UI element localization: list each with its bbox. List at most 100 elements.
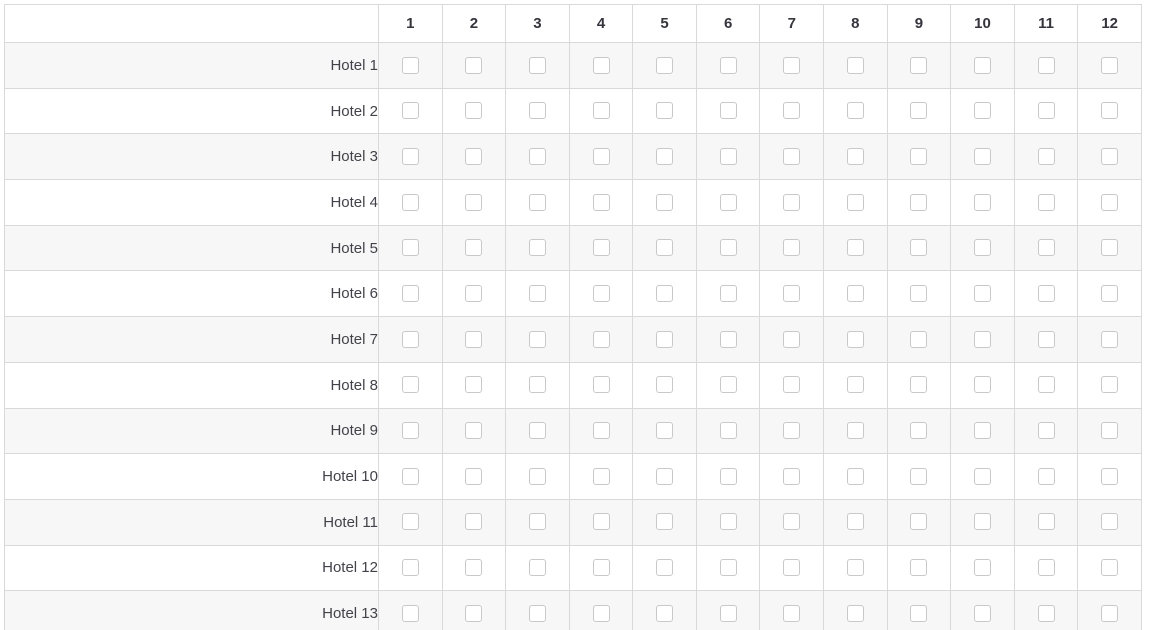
checkbox[interactable]: [465, 422, 483, 440]
checkbox[interactable]: [846, 422, 864, 440]
checkbox[interactable]: [465, 559, 483, 577]
checkbox[interactable]: [783, 193, 801, 211]
checkbox[interactable]: [783, 285, 801, 303]
checkbox[interactable]: [783, 56, 801, 74]
checkbox[interactable]: [973, 239, 991, 257]
checkbox[interactable]: [973, 604, 991, 622]
checkbox[interactable]: [910, 102, 928, 120]
checkbox[interactable]: [1037, 285, 1055, 303]
checkbox[interactable]: [528, 467, 546, 485]
checkbox[interactable]: [719, 330, 737, 348]
checkbox[interactable]: [1037, 604, 1055, 622]
checkbox[interactable]: [401, 513, 419, 531]
checkbox[interactable]: [1101, 147, 1119, 165]
checkbox[interactable]: [401, 467, 419, 485]
checkbox[interactable]: [1037, 102, 1055, 120]
checkbox[interactable]: [1101, 376, 1119, 394]
checkbox[interactable]: [719, 467, 737, 485]
checkbox[interactable]: [846, 559, 864, 577]
checkbox[interactable]: [1101, 56, 1119, 74]
checkbox[interactable]: [910, 147, 928, 165]
checkbox[interactable]: [592, 559, 610, 577]
checkbox[interactable]: [465, 239, 483, 257]
checkbox[interactable]: [592, 56, 610, 74]
checkbox[interactable]: [1101, 422, 1119, 440]
checkbox[interactable]: [465, 102, 483, 120]
checkbox[interactable]: [401, 604, 419, 622]
checkbox[interactable]: [528, 513, 546, 531]
checkbox[interactable]: [528, 56, 546, 74]
checkbox[interactable]: [910, 559, 928, 577]
checkbox[interactable]: [783, 467, 801, 485]
checkbox[interactable]: [846, 147, 864, 165]
checkbox[interactable]: [719, 513, 737, 531]
checkbox[interactable]: [910, 513, 928, 531]
checkbox[interactable]: [1037, 559, 1055, 577]
checkbox[interactable]: [592, 422, 610, 440]
checkbox[interactable]: [910, 467, 928, 485]
checkbox[interactable]: [401, 193, 419, 211]
checkbox[interactable]: [656, 376, 674, 394]
checkbox[interactable]: [1037, 239, 1055, 257]
checkbox[interactable]: [973, 422, 991, 440]
checkbox[interactable]: [719, 285, 737, 303]
checkbox[interactable]: [719, 422, 737, 440]
checkbox[interactable]: [656, 604, 674, 622]
checkbox[interactable]: [846, 330, 864, 348]
checkbox[interactable]: [1037, 193, 1055, 211]
checkbox[interactable]: [465, 467, 483, 485]
checkbox[interactable]: [1101, 193, 1119, 211]
checkbox[interactable]: [910, 285, 928, 303]
checkbox[interactable]: [1101, 467, 1119, 485]
checkbox[interactable]: [465, 56, 483, 74]
checkbox[interactable]: [1101, 513, 1119, 531]
checkbox[interactable]: [846, 604, 864, 622]
checkbox[interactable]: [465, 285, 483, 303]
checkbox[interactable]: [656, 193, 674, 211]
checkbox[interactable]: [973, 467, 991, 485]
checkbox[interactable]: [465, 604, 483, 622]
checkbox[interactable]: [1037, 56, 1055, 74]
checkbox[interactable]: [973, 559, 991, 577]
checkbox[interactable]: [656, 513, 674, 531]
checkbox[interactable]: [783, 376, 801, 394]
checkbox[interactable]: [592, 147, 610, 165]
checkbox[interactable]: [846, 513, 864, 531]
checkbox[interactable]: [528, 559, 546, 577]
checkbox[interactable]: [910, 193, 928, 211]
checkbox[interactable]: [719, 604, 737, 622]
checkbox[interactable]: [1101, 285, 1119, 303]
checkbox[interactable]: [1037, 422, 1055, 440]
checkbox[interactable]: [528, 376, 546, 394]
checkbox[interactable]: [592, 467, 610, 485]
checkbox[interactable]: [656, 239, 674, 257]
checkbox[interactable]: [910, 376, 928, 394]
checkbox[interactable]: [973, 56, 991, 74]
checkbox[interactable]: [528, 422, 546, 440]
checkbox[interactable]: [465, 330, 483, 348]
checkbox[interactable]: [465, 147, 483, 165]
checkbox[interactable]: [846, 239, 864, 257]
checkbox[interactable]: [465, 513, 483, 531]
checkbox[interactable]: [592, 193, 610, 211]
checkbox[interactable]: [592, 102, 610, 120]
checkbox[interactable]: [1037, 513, 1055, 531]
checkbox[interactable]: [719, 147, 737, 165]
checkbox[interactable]: [783, 330, 801, 348]
checkbox[interactable]: [783, 147, 801, 165]
checkbox[interactable]: [465, 376, 483, 394]
checkbox[interactable]: [1037, 330, 1055, 348]
checkbox[interactable]: [465, 193, 483, 211]
checkbox[interactable]: [592, 513, 610, 531]
checkbox[interactable]: [973, 285, 991, 303]
checkbox[interactable]: [401, 147, 419, 165]
checkbox[interactable]: [656, 467, 674, 485]
checkbox[interactable]: [592, 330, 610, 348]
checkbox[interactable]: [656, 330, 674, 348]
checkbox[interactable]: [592, 604, 610, 622]
checkbox[interactable]: [401, 376, 419, 394]
checkbox[interactable]: [401, 285, 419, 303]
checkbox[interactable]: [846, 193, 864, 211]
checkbox[interactable]: [1037, 467, 1055, 485]
checkbox[interactable]: [910, 239, 928, 257]
